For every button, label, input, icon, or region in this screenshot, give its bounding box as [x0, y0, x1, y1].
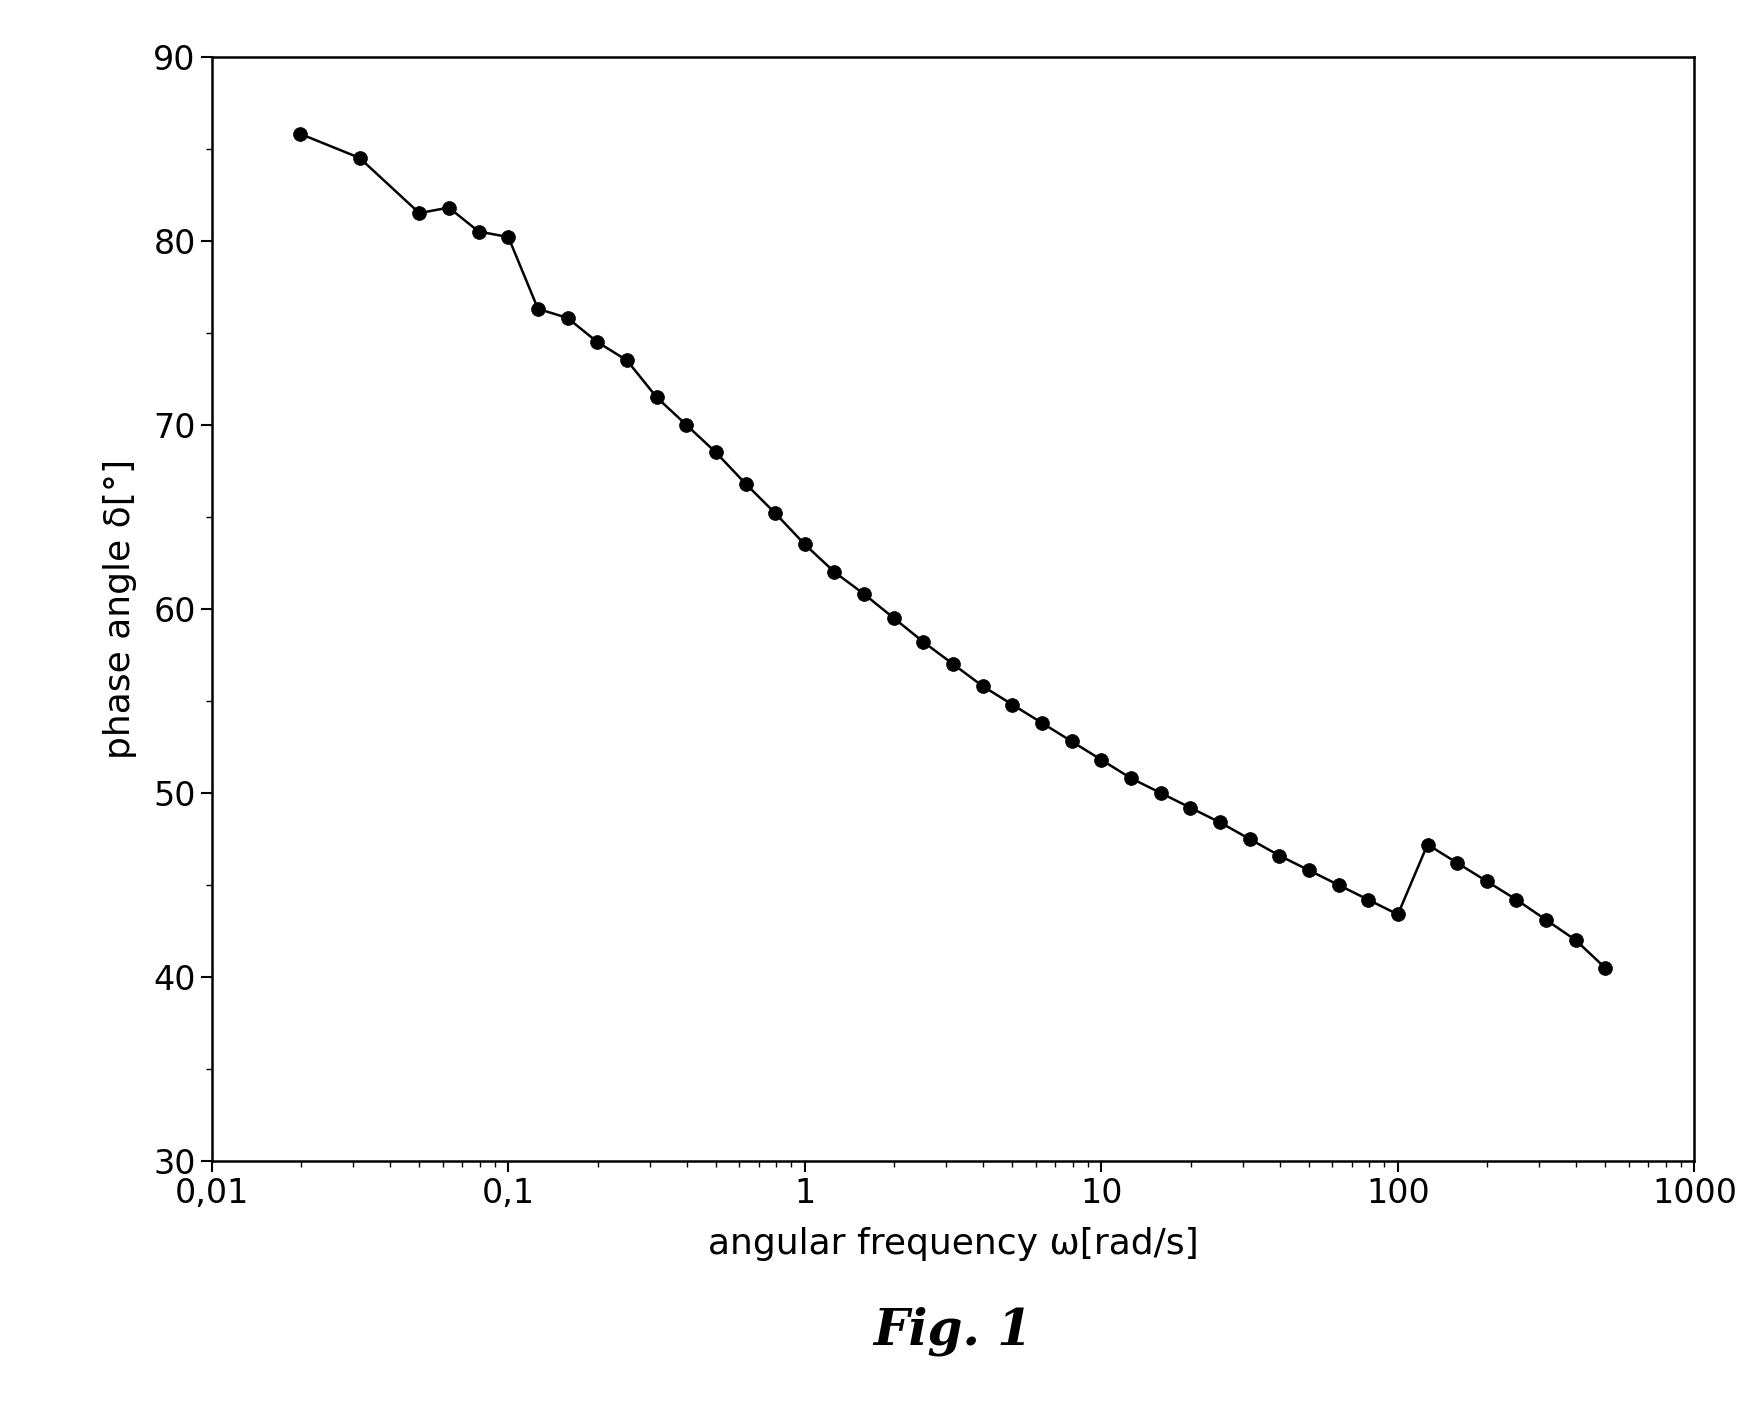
Y-axis label: phase angle δ[°]: phase angle δ[°]: [102, 459, 136, 759]
X-axis label: angular frequency ω[rad/s]: angular frequency ω[rad/s]: [707, 1226, 1198, 1260]
Text: Fig. 1: Fig. 1: [873, 1307, 1032, 1355]
